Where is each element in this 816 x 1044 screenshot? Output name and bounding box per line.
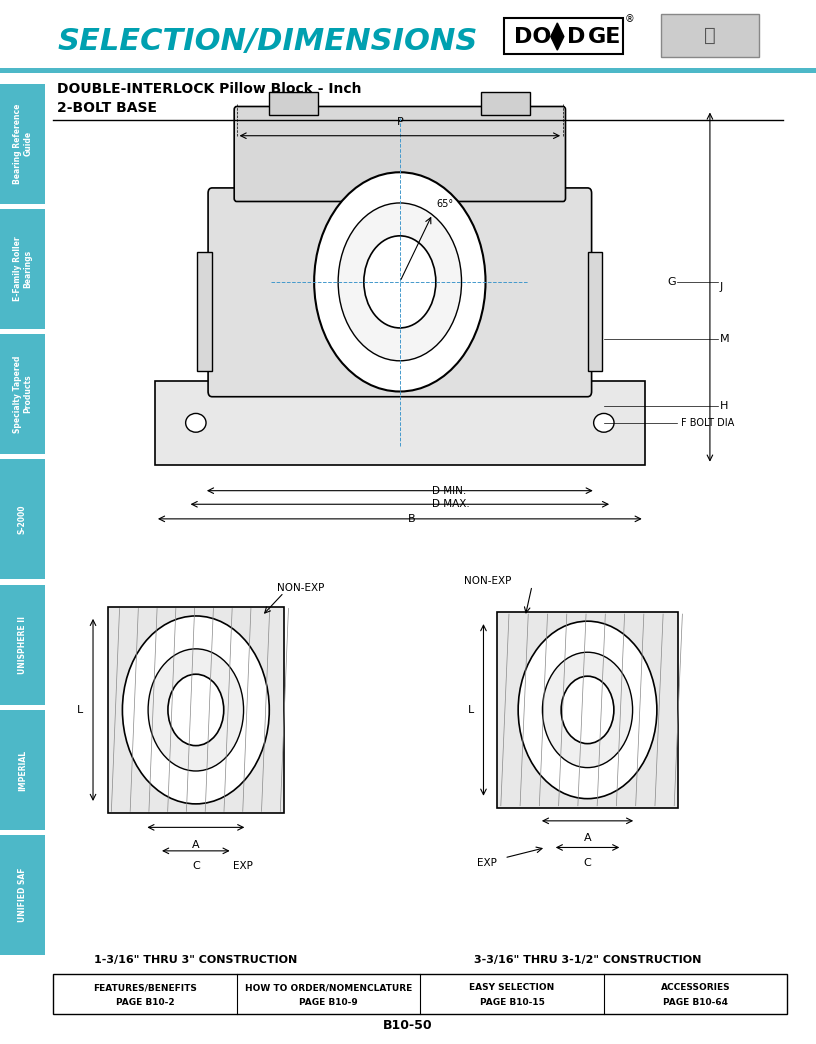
Text: P: P	[397, 117, 403, 127]
Text: IMPERIAL: IMPERIAL	[18, 750, 27, 790]
Text: B: B	[408, 514, 415, 524]
Text: PAGE B10-9: PAGE B10-9	[299, 998, 357, 1006]
Text: FEATURES/BENEFITS: FEATURES/BENEFITS	[93, 983, 197, 992]
Text: H: H	[720, 401, 728, 411]
Text: 2-BOLT BASE: 2-BOLT BASE	[57, 100, 157, 115]
Bar	[588, 252, 602, 371]
Text: A: A	[583, 833, 592, 844]
Text: DOUBLE-INTERLOCK Pillow Block - Inch: DOUBLE-INTERLOCK Pillow Block - Inch	[57, 81, 361, 96]
Circle shape	[314, 172, 486, 392]
Text: NON-EXP: NON-EXP	[463, 576, 511, 587]
FancyBboxPatch shape	[0, 835, 45, 955]
FancyBboxPatch shape	[0, 68, 816, 73]
Bar	[481, 92, 530, 115]
FancyBboxPatch shape	[0, 209, 45, 329]
Text: EXP: EXP	[233, 861, 252, 872]
Bar	[53, 974, 787, 1014]
Text: D MAX.: D MAX.	[432, 499, 470, 509]
Text: G: G	[667, 277, 676, 287]
Text: C: C	[583, 858, 592, 868]
FancyBboxPatch shape	[208, 188, 592, 397]
Bar	[497, 612, 677, 808]
Text: SELECTION/DIMENSIONS: SELECTION/DIMENSIONS	[57, 27, 477, 56]
Text: UNIFIED SAF: UNIFIED SAF	[18, 868, 27, 923]
Circle shape	[122, 616, 269, 804]
Circle shape	[168, 674, 224, 745]
Ellipse shape	[593, 413, 614, 432]
Text: PAGE B10-2: PAGE B10-2	[116, 998, 174, 1006]
Text: 1-3/16" THRU 3" CONSTRUCTION: 1-3/16" THRU 3" CONSTRUCTION	[94, 955, 298, 966]
Text: D MIN.: D MIN.	[432, 485, 467, 496]
Text: F BOLT DIA: F BOLT DIA	[681, 418, 734, 428]
Text: Specialty Tapered
Products: Specialty Tapered Products	[13, 355, 32, 433]
Text: J: J	[720, 282, 723, 292]
Bar	[108, 607, 284, 813]
Circle shape	[518, 621, 657, 799]
Text: EASY SELECTION: EASY SELECTION	[469, 983, 555, 992]
FancyBboxPatch shape	[0, 84, 45, 204]
Text: ®: ®	[624, 14, 634, 24]
Text: C: C	[192, 861, 200, 872]
Text: L: L	[468, 705, 473, 715]
Bar	[269, 92, 318, 115]
Text: 3-3/16" THRU 3-1/2" CONSTRUCTION: 3-3/16" THRU 3-1/2" CONSTRUCTION	[474, 955, 701, 966]
Text: L: L	[77, 705, 83, 715]
Text: HOW TO ORDER/NOMENCLATURE: HOW TO ORDER/NOMENCLATURE	[245, 983, 412, 992]
Circle shape	[561, 677, 614, 743]
Text: UNISPHERE II: UNISPHERE II	[18, 616, 27, 673]
Ellipse shape	[185, 413, 206, 432]
Text: B10-50: B10-50	[384, 1019, 432, 1031]
Text: D: D	[567, 26, 586, 47]
Text: EXP: EXP	[477, 858, 497, 868]
Text: DO: DO	[514, 26, 552, 47]
Circle shape	[364, 236, 436, 328]
Text: PAGE B10-15: PAGE B10-15	[480, 998, 544, 1006]
Bar	[197, 252, 212, 371]
Bar	[155, 381, 645, 465]
Text: E-Family Roller
Bearings: E-Family Roller Bearings	[13, 237, 32, 301]
Text: GE: GE	[588, 26, 621, 47]
Text: Bearing Reference
Guide: Bearing Reference Guide	[13, 103, 32, 184]
Text: M: M	[720, 334, 730, 345]
FancyBboxPatch shape	[0, 334, 45, 454]
FancyBboxPatch shape	[0, 585, 45, 705]
FancyBboxPatch shape	[0, 710, 45, 830]
Polygon shape	[551, 23, 564, 50]
FancyBboxPatch shape	[234, 106, 565, 201]
Text: A: A	[192, 839, 200, 850]
Text: 🔩: 🔩	[704, 26, 716, 45]
Circle shape	[149, 648, 244, 770]
Text: S-2000: S-2000	[18, 504, 27, 535]
Circle shape	[338, 203, 462, 361]
Text: NON-EXP: NON-EXP	[277, 583, 324, 593]
FancyBboxPatch shape	[0, 459, 45, 579]
Circle shape	[543, 652, 632, 767]
Text: 65°: 65°	[437, 198, 454, 209]
Text: ACCESSORIES: ACCESSORIES	[661, 983, 730, 992]
Text: PAGE B10-64: PAGE B10-64	[663, 998, 728, 1006]
FancyBboxPatch shape	[661, 14, 759, 57]
